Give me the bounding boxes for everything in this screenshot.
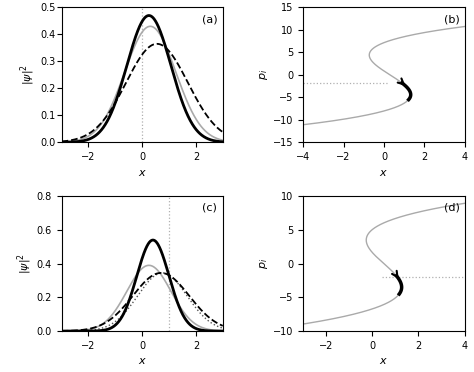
Text: (a): (a): [202, 14, 218, 24]
X-axis label: $x$: $x$: [380, 356, 388, 366]
Y-axis label: $|\psi|^2$: $|\psi|^2$: [18, 64, 37, 86]
Text: (c): (c): [202, 203, 217, 213]
Text: (d): (d): [444, 203, 459, 213]
Y-axis label: $p_i$: $p_i$: [258, 69, 270, 80]
Y-axis label: $|\psi|^2$: $|\psi|^2$: [15, 253, 34, 274]
X-axis label: $x$: $x$: [138, 356, 146, 366]
X-axis label: $x$: $x$: [138, 167, 146, 177]
Y-axis label: $p_i$: $p_i$: [258, 258, 271, 269]
Text: (b): (b): [444, 14, 459, 24]
X-axis label: $x$: $x$: [380, 167, 388, 177]
